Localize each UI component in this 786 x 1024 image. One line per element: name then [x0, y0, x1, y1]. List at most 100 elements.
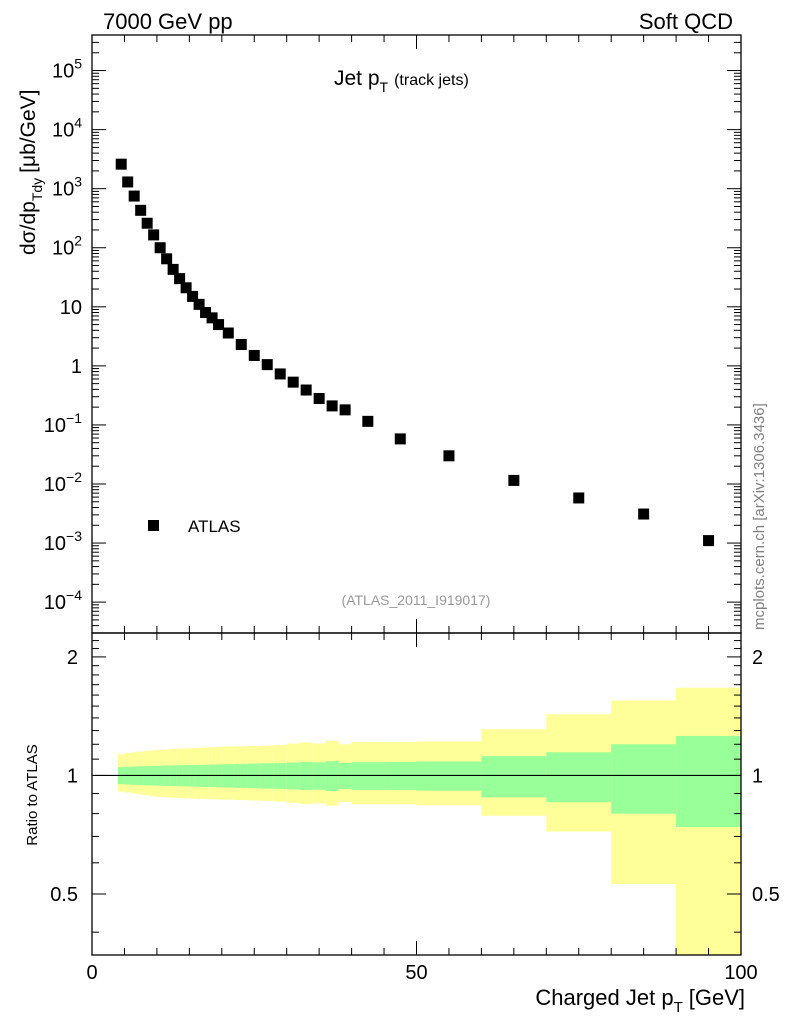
- main-plot-marks: [115, 158, 715, 547]
- data-point-marker: [300, 384, 312, 396]
- data-point-marker: [180, 282, 192, 294]
- data-point-marker: [248, 349, 260, 361]
- main-y-tick-label-exponent: 5: [74, 56, 82, 72]
- main-y-tick-label: 10: [60, 297, 82, 319]
- header-right-text: Soft QCD: [639, 9, 733, 34]
- ratio-inner-band: [481, 756, 547, 798]
- main-y-tick-label-base: 10: [52, 238, 74, 260]
- data-point-marker: [187, 290, 199, 302]
- header-left-text: 7000 GeV pp: [103, 9, 233, 34]
- main-y-tick-label: 104: [52, 115, 82, 142]
- x-tick-label: 100: [724, 962, 757, 984]
- data-point-marker: [235, 339, 247, 351]
- data-point-marker: [313, 393, 325, 405]
- data-point-marker: [128, 190, 140, 202]
- main-y-tick-label-exponent: −3: [66, 528, 82, 544]
- data-point-marker: [274, 368, 286, 380]
- x-tick-label: 0: [86, 962, 97, 984]
- data-point-marker: [193, 298, 205, 310]
- main-y-tick-label: 102: [52, 233, 82, 260]
- plot-title: Jet pT (track jets): [334, 67, 469, 95]
- ratio-plot-ticks: 0.5 0.5 1 1 2 2 0 50 100: [50, 632, 780, 984]
- x-tick-label: 50: [405, 962, 427, 984]
- main-y-tick-label-exponent: −4: [66, 587, 82, 603]
- ratio-plot-panel: 0.5 0.5 1 1 2 2 0 50 100 Ratio to ATLAS Charged …: [24, 632, 780, 1016]
- data-point-marker: [394, 433, 406, 445]
- plot-title-sub: T: [380, 79, 389, 95]
- data-point-marker: [206, 312, 218, 324]
- main-y-tick-label: 1: [71, 356, 82, 378]
- ratio-y-tick-label: 2: [67, 647, 78, 669]
- main-y-tick-label-exponent: 3: [74, 174, 82, 190]
- main-plot-frame: [91, 34, 742, 634]
- main-y-tick-label-base: 10: [44, 474, 66, 496]
- main-y-tick-label: 10−1: [44, 410, 82, 437]
- ratio-y-tick-label-right: 1: [752, 765, 763, 787]
- data-point-marker: [174, 273, 186, 285]
- data-point-marker: [261, 359, 273, 371]
- legend-marker: [148, 520, 159, 531]
- data-point-marker: [222, 327, 234, 339]
- ratio-inner-band: [676, 735, 741, 827]
- data-point-marker: [508, 474, 520, 486]
- data-point-marker: [200, 307, 212, 319]
- ratio-inner-band: [611, 744, 677, 814]
- ratio-inner-band: [546, 752, 612, 803]
- data-point-marker: [326, 400, 338, 412]
- data-point-marker: [141, 217, 153, 229]
- main-y-tick-label-base: 10: [52, 179, 74, 201]
- x-axis-label-unit: [GeV]: [689, 985, 745, 1010]
- x-axis-label: Charged Jet pT [GeV]: [535, 985, 745, 1016]
- ratio-inner-band: [325, 761, 339, 792]
- data-point-marker: [161, 253, 173, 265]
- main-y-tick-label-base: 10: [44, 415, 66, 437]
- main-y-tick-label-exponent: 2: [74, 233, 82, 249]
- data-point-marker: [287, 376, 299, 388]
- legend-label: ATLAS: [188, 517, 241, 536]
- ratio-inner-band: [416, 761, 482, 791]
- main-y-tick-label-base: 10: [44, 592, 66, 614]
- data-point-marker: [154, 242, 166, 254]
- main-y-tick-label-base: 10: [44, 533, 66, 555]
- ratio-y-axis-label: Ratio to ATLAS: [24, 744, 41, 845]
- x-axis-label-main: Charged Jet p: [535, 985, 673, 1010]
- main-y-tick-label: 105: [52, 56, 82, 83]
- main-y-tick-label: 103: [52, 174, 82, 201]
- main-y-tick-label-exponent: −1: [66, 410, 82, 426]
- data-point-marker: [443, 450, 455, 462]
- ratio-y-tick-label-right: 2: [752, 647, 763, 669]
- data-point-marker: [638, 508, 650, 520]
- x-axis-label-sub: T: [674, 999, 683, 1016]
- ratio-y-tick-label-right: 0.5: [752, 884, 780, 906]
- data-point-marker: [362, 415, 374, 427]
- data-point-marker: [167, 263, 179, 275]
- data-point-marker: [703, 535, 715, 547]
- plot-title-note: (track jets): [394, 72, 469, 89]
- main-y-tick-label-base: 10: [52, 120, 74, 142]
- data-point-marker: [135, 204, 147, 216]
- main-y-tick-label-base: 10: [60, 297, 82, 319]
- data-point-marker: [148, 229, 160, 241]
- data-point-marker: [115, 158, 127, 170]
- main-y-axis-label-unit: [μb/GeV]: [17, 90, 40, 173]
- ratio-bands: [117, 687, 741, 955]
- data-point-marker: [122, 176, 134, 188]
- ratio-y-tick-label: 1: [67, 765, 78, 787]
- main-y-axis-label-sub: Tdy: [29, 178, 45, 201]
- watermark: mcplots.cern.ch [arXiv:1306.3436]: [751, 403, 768, 630]
- data-point-marker: [213, 319, 225, 331]
- main-y-tick-label: 10−4: [44, 587, 82, 614]
- main-y-tick-label-base: 10: [52, 61, 74, 83]
- main-y-tick-label-base: 1: [71, 356, 82, 378]
- main-y-tick-label-exponent: −2: [66, 469, 82, 485]
- main-y-tick-label: 10−3: [44, 528, 82, 555]
- main-y-axis-label: dσ/dpTdy [μb/GeV]: [17, 90, 45, 256]
- main-y-tick-label-exponent: 4: [74, 115, 82, 131]
- data-point-marker: [339, 404, 351, 416]
- ratio-y-tick-label: 0.5: [50, 884, 78, 906]
- analysis-id: (ATLAS_2011_I919017): [342, 592, 491, 608]
- data-point-marker: [573, 492, 585, 504]
